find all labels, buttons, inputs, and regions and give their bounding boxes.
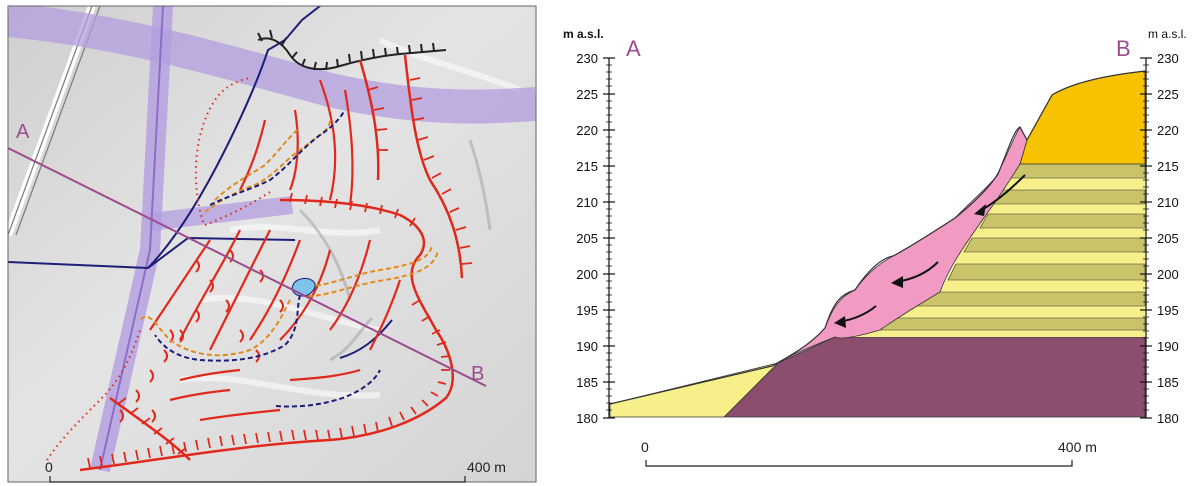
left-tick-label: 210: [576, 195, 598, 210]
right-tick-label: 225: [1157, 87, 1179, 102]
map-label-b: B: [471, 363, 484, 385]
left-tick-label: 180: [576, 411, 598, 426]
profile-label-b: B: [1116, 36, 1131, 61]
right-axis: [1140, 57, 1152, 419]
road-band-mid: [148, 196, 294, 231]
left-tick-label: 190: [576, 339, 598, 354]
stream-dashed: [154, 109, 381, 408]
hummocky-arcs: [119, 249, 284, 423]
right-tick-label: 180: [1157, 411, 1179, 426]
profile-scale-end: 400 m: [1058, 439, 1097, 455]
left-axis-minor: [606, 64, 612, 411]
left-axis: [603, 57, 615, 419]
left-tick-label: 185: [576, 375, 598, 390]
stream-network: [8, 6, 393, 359]
left-tick-labels: 230 225 220 215 210 205 200 195 190 185 …: [576, 51, 598, 426]
right-axis-unit: m a.s.l.: [1148, 27, 1187, 41]
right-tick-label: 205: [1157, 231, 1179, 246]
bedrock-unit: [723, 336, 1146, 418]
right-tick-label: 185: [1157, 375, 1179, 390]
map-scale-bar: [49, 476, 466, 483]
right-tick-label: 200: [1157, 267, 1179, 282]
map-label-a: A: [16, 121, 30, 143]
left-tick-label: 195: [576, 303, 598, 318]
left-tick-label: 215: [576, 159, 598, 174]
drainage-dashed: [139, 119, 439, 357]
landslide-scarps: [79, 54, 464, 472]
map-panel: [8, 6, 536, 482]
profile-label-a: A: [626, 36, 641, 61]
dotted-boundary: [46, 77, 271, 461]
profile-panel: 230 225 220 215 210 205 200 195 190 185 …: [563, 27, 1187, 467]
left-tick-label: 205: [576, 231, 598, 246]
cap-unit: [1019, 70, 1146, 165]
right-tick-labels: 230 225 220 215 210 205 200 195 190 185 …: [1157, 51, 1179, 426]
sediment-wedge: [609, 362, 780, 418]
map-scale-end: 400 m: [467, 459, 506, 475]
cliff-top: [257, 29, 447, 71]
left-axis-unit: m a.s.l.: [563, 27, 604, 41]
right-tick-label: 230: [1157, 51, 1179, 66]
profile-scale-bar: [645, 460, 1073, 467]
right-tick-label: 215: [1157, 159, 1179, 174]
left-tick-label: 225: [576, 87, 598, 102]
right-tick-label: 220: [1157, 123, 1179, 138]
right-tick-label: 195: [1157, 303, 1179, 318]
profile-scale-start: 0: [641, 439, 649, 455]
map-scale-start: 0: [45, 459, 53, 475]
road-band-top: [8, 6, 536, 124]
ground-surface: [609, 70, 1146, 405]
scarp-ticks: [87, 77, 473, 469]
inner-scarps: [149, 79, 402, 422]
left-tick-label: 200: [576, 267, 598, 282]
arrowheads: [834, 204, 986, 328]
right-tick-label: 210: [1157, 195, 1179, 210]
left-tick-label: 230: [576, 51, 598, 66]
clay-layers: [858, 163, 1146, 331]
profile-line-ab: [8, 147, 487, 387]
right-axis-minor: [1143, 64, 1149, 411]
right-tick-label: 190: [1157, 339, 1179, 354]
left-tick-label: 220: [576, 123, 598, 138]
